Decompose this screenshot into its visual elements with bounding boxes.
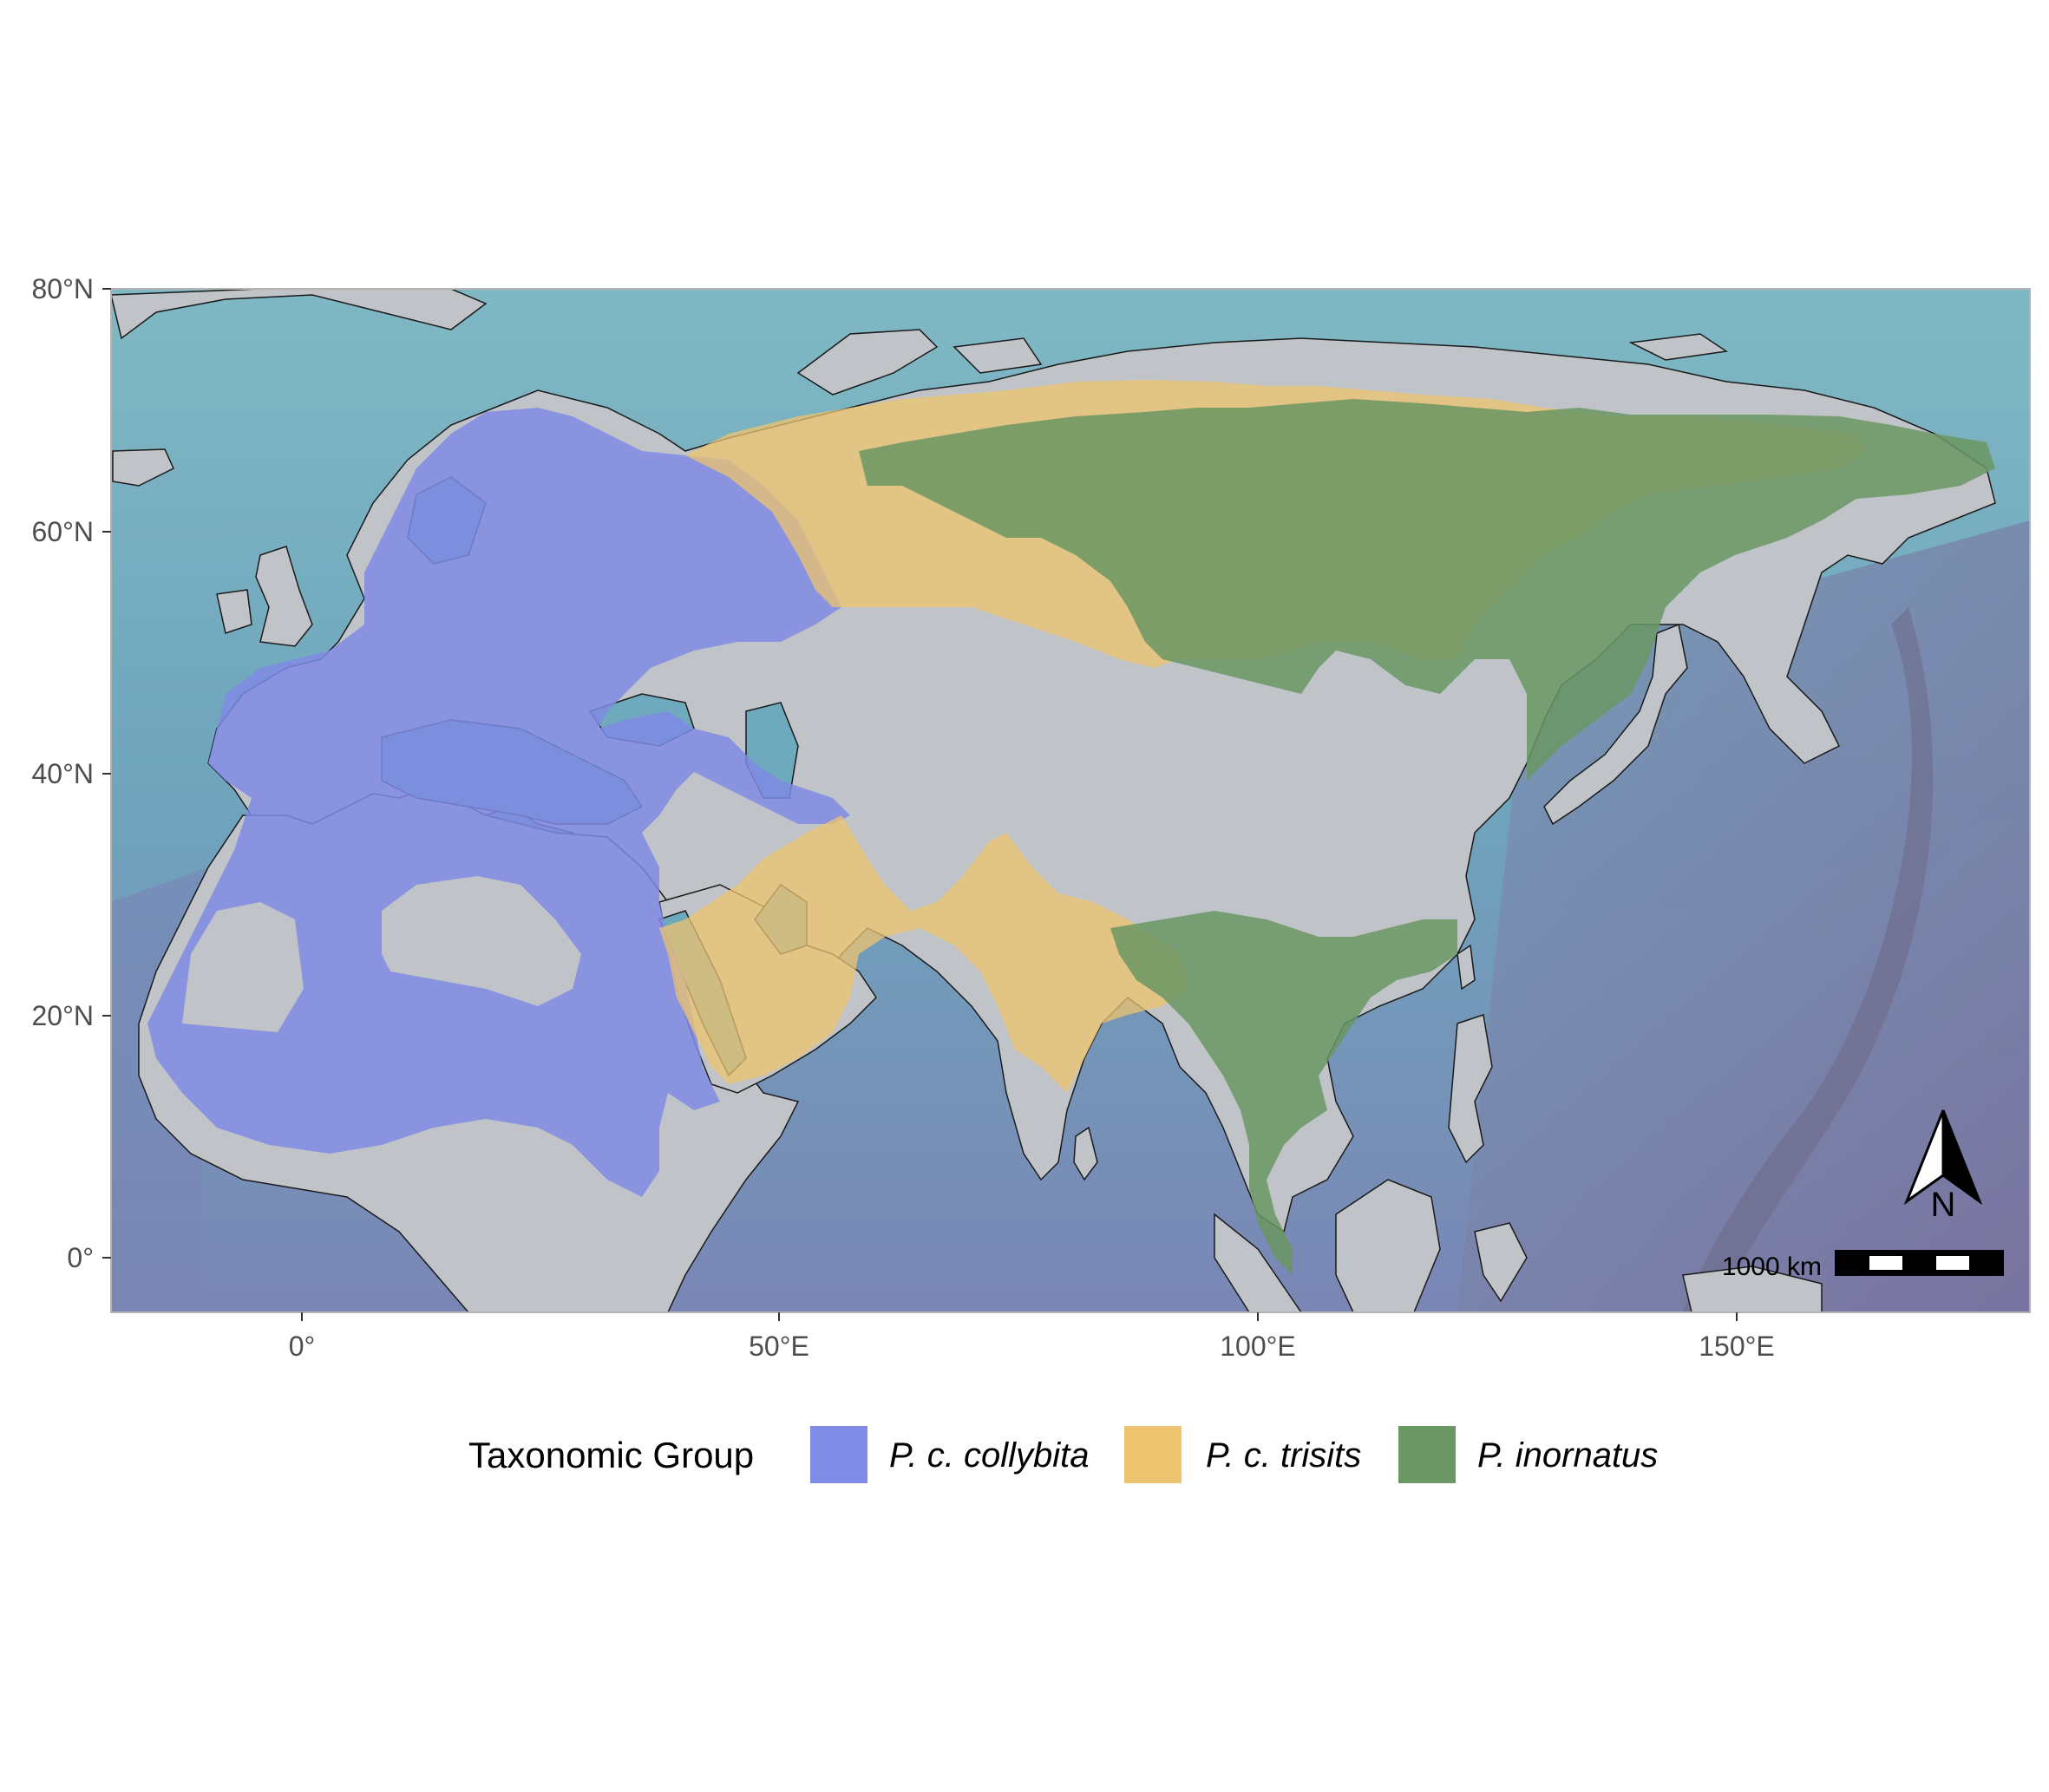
legend-swatch-inornatus [1398, 1426, 1456, 1483]
sumatra [1214, 1213, 1302, 1312]
north-arrow: N [1903, 1109, 1983, 1224]
legend: Taxonomic Group P. c. collybita P. c. tr… [468, 1426, 1658, 1483]
y-axis-labels: 80°N 60°N 40°N 20°N 0° [32, 273, 95, 1273]
x-axis-labels: 0° 50°E 100°E 150°E [289, 1331, 1775, 1362]
taiwan [1457, 944, 1476, 991]
scale-bar-frame [1835, 1250, 2004, 1276]
pacific-ocean-deep [1457, 520, 2030, 1312]
range-inornatus [859, 399, 1995, 1275]
x-tick-label: 50°E [749, 1331, 809, 1362]
y-tick-label: 80°N [32, 273, 95, 304]
y-tick-label: 60°N [32, 516, 95, 547]
map-panel [111, 289, 2030, 1312]
range-collybita [147, 408, 850, 1197]
scale-bar: 1000 km [1722, 1250, 2004, 1281]
axis-ticks [102, 288, 1738, 1321]
borneo [1335, 1179, 1441, 1312]
scale-bar-segment [1869, 1256, 1902, 1270]
north-arrow-right-half [1941, 1109, 1983, 1206]
japan [1543, 623, 1688, 826]
legend-label-inornatus: P. inornatus [1477, 1436, 1658, 1475]
new-siberian-islands [1628, 333, 1729, 361]
legend-label-trisits: P. c. trisits [1206, 1436, 1361, 1475]
range-trisits [659, 380, 1865, 1093]
legend-swatch-collybita [810, 1426, 867, 1483]
novaya-zemlya [796, 329, 939, 396]
new-guinea [1682, 1266, 1823, 1312]
legend-title: Taxonomic Group [468, 1435, 754, 1475]
sulawesi [1474, 1222, 1528, 1303]
sri-lanka [1073, 1126, 1098, 1181]
legend-label-collybita: P. c. collybita [889, 1436, 1090, 1475]
iceland [112, 448, 174, 487]
greenland [111, 289, 488, 340]
ocean-trench [1683, 607, 1934, 1312]
scale-bar-segment [1936, 1256, 1969, 1270]
x-tick-label: 100°E [1220, 1331, 1296, 1362]
ireland [216, 589, 252, 634]
y-tick-label: 20°N [32, 1000, 95, 1031]
range-layers [147, 380, 1995, 1275]
philippines [1448, 1014, 1493, 1164]
x-tick-label: 150°E [1699, 1331, 1775, 1362]
panel-border [110, 288, 2031, 1313]
great-britain [255, 546, 313, 647]
y-tick-label: 0° [67, 1242, 94, 1273]
north-arrow-label: N [1931, 1186, 1956, 1224]
legend-swatch-trisits [1124, 1426, 1182, 1483]
x-tick-label: 0° [289, 1331, 316, 1362]
y-tick-label: 40°N [32, 758, 95, 789]
severnaya-zemlya [952, 337, 1043, 374]
scale-bar-label: 1000 km [1722, 1252, 1822, 1281]
